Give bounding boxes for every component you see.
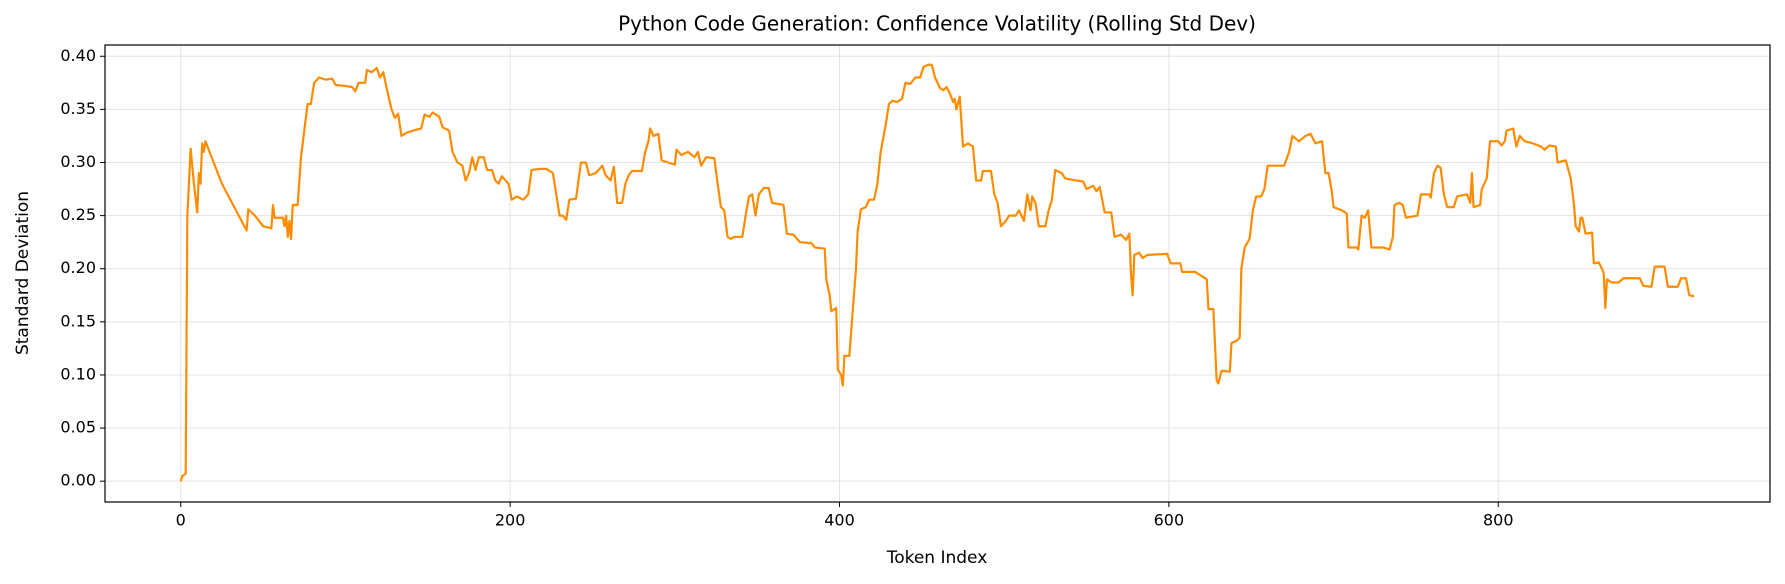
y-tick-label: 0.25 bbox=[60, 205, 96, 224]
y-tick-label: 0.10 bbox=[60, 364, 96, 383]
x-tick-label: 200 bbox=[495, 511, 526, 530]
y-tick-label: 0.35 bbox=[60, 99, 96, 118]
x-tick-label: 0 bbox=[176, 511, 186, 530]
chart-title: Python Code Generation: Confidence Volat… bbox=[618, 12, 1256, 36]
y-tick-label: 0.00 bbox=[60, 471, 96, 490]
y-tick-label: 0.30 bbox=[60, 152, 96, 171]
x-tick-label: 600 bbox=[1154, 511, 1185, 530]
y-tick-label: 0.20 bbox=[60, 258, 96, 277]
plot-frame bbox=[104, 44, 1771, 503]
y-tick-label: 0.05 bbox=[60, 418, 96, 437]
line-series bbox=[179, 63, 1695, 482]
y-tick-label: 0.40 bbox=[60, 46, 96, 65]
x-tick-label: 800 bbox=[1483, 511, 1514, 530]
x-axis-label: Token Index bbox=[886, 548, 988, 568]
y-tick-label: 0.15 bbox=[60, 311, 96, 330]
y-axis-label: Standard Deviation bbox=[13, 191, 33, 355]
x-tick-label: 400 bbox=[824, 511, 855, 530]
